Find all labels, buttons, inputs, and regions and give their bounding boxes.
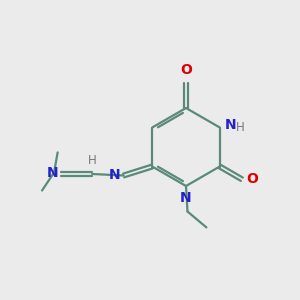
Text: H: H — [236, 121, 245, 134]
Text: N: N — [180, 191, 192, 206]
Text: O: O — [180, 62, 192, 76]
Text: O: O — [246, 172, 258, 186]
Text: N: N — [109, 168, 121, 182]
Text: H: H — [88, 154, 97, 167]
Text: N: N — [225, 118, 237, 132]
Text: N: N — [46, 166, 58, 180]
